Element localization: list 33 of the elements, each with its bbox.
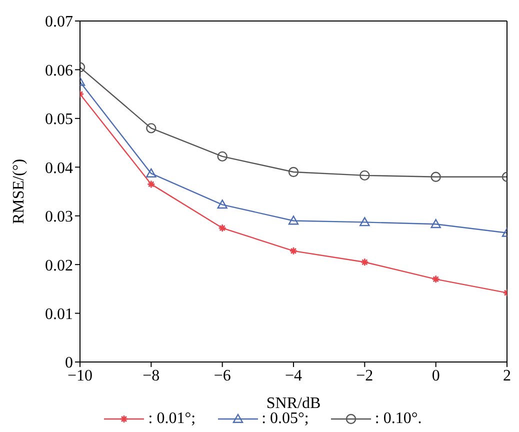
x-tick-label: −6 (214, 367, 231, 384)
point (360, 170, 370, 181)
legend-label: : 0.10°. (374, 410, 422, 428)
x-axis-title: SNR/dB (266, 395, 321, 412)
point (288, 166, 299, 178)
x-tick-label: −2 (356, 367, 374, 384)
point (146, 180, 156, 188)
x-tick-label: −4 (284, 367, 302, 384)
point (288, 216, 299, 225)
legend-label: : 0.05°; (262, 410, 309, 428)
y-tick-label: 0.07 (45, 14, 73, 31)
legend-label: : 0.01°; (148, 410, 196, 428)
y-tick-label: 0.05 (45, 111, 73, 128)
x-tick-label: 2 (503, 367, 511, 384)
point (360, 217, 370, 226)
point (146, 168, 156, 178)
x-tick-label: −8 (142, 367, 160, 384)
y-tick-label: 0.03 (45, 208, 73, 226)
point (217, 151, 228, 162)
point (218, 224, 227, 232)
point (289, 246, 298, 256)
y-axis-title: RMSE/(°) (10, 158, 28, 224)
point (360, 258, 369, 266)
x-tick-label: 0 (432, 367, 440, 384)
point (432, 274, 440, 284)
point (146, 123, 156, 134)
y-tick-label: 0.02 (45, 257, 73, 274)
y-tick-label: 0.04 (45, 160, 73, 177)
y-tick-label: 0.06 (45, 62, 73, 80)
point (430, 219, 441, 228)
point (217, 200, 228, 209)
y-tick-label: 0.01 (45, 306, 73, 323)
point (430, 172, 441, 182)
